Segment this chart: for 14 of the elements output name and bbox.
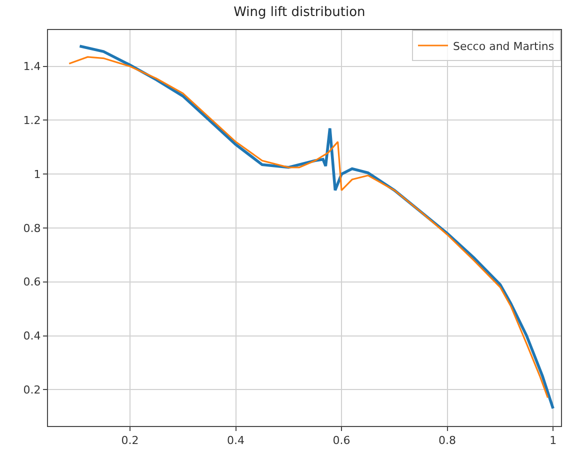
x-tick-label: 0.6: [332, 434, 350, 448]
y-tick-label: 0.4: [23, 330, 41, 343]
y-tick-label: 1: [34, 168, 41, 181]
x-tick-label: 0.2: [121, 434, 139, 448]
y-tick-label: 0.2: [23, 383, 41, 396]
chart-title: Wing lift distribution: [234, 4, 366, 20]
y-tick-label: 1.2: [23, 114, 41, 128]
y-tick-label: 0.6: [23, 276, 41, 289]
x-tick-label: 0.8: [438, 434, 456, 448]
x-tick-label: 0.4: [227, 434, 244, 448]
y-tick-label: 0.8: [23, 222, 41, 235]
x-tick-label: 1: [550, 434, 557, 448]
legend-label: Secco and Martins: [453, 40, 554, 53]
y-tick-label: 1.4: [23, 60, 41, 74]
